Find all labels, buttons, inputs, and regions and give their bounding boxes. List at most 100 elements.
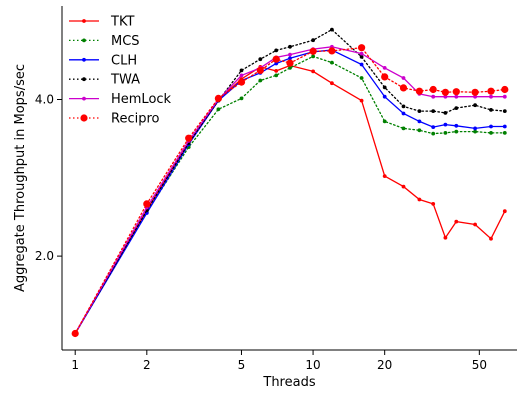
data-point-tkt xyxy=(311,69,315,74)
data-point-tkt xyxy=(502,209,507,214)
data-point-hemlock xyxy=(502,94,507,99)
data-point-clh xyxy=(431,125,436,129)
data-point-twa xyxy=(239,68,244,73)
data-point-tkt xyxy=(489,236,493,241)
data-point-clh xyxy=(401,111,406,116)
data-point-clh xyxy=(359,62,364,67)
data-point-tkt xyxy=(274,69,279,73)
x-tick-label: 2 xyxy=(143,358,151,372)
legend-marker-clh xyxy=(82,57,86,62)
data-point-hemlock xyxy=(382,66,387,70)
data-point-hemlock xyxy=(239,73,244,78)
data-point-twa xyxy=(311,38,315,43)
legend-entry-clh: CLH xyxy=(69,53,137,68)
data-point-recipro xyxy=(71,329,79,338)
data-point-mcs xyxy=(382,119,387,124)
legend-label: Recipro xyxy=(111,112,160,127)
data-point-recipro xyxy=(214,94,222,102)
data-point-mcs xyxy=(258,78,263,83)
series-recipro xyxy=(71,44,509,338)
data-point-tkt xyxy=(454,219,459,224)
data-point-mcs xyxy=(274,73,279,78)
data-point-recipro xyxy=(487,87,495,95)
data-point-mcs xyxy=(489,131,493,135)
data-point-clh xyxy=(473,126,477,131)
data-point-clh xyxy=(382,94,387,99)
data-point-tkt xyxy=(443,235,448,240)
legend-label: MCS xyxy=(111,34,140,49)
data-point-tkt xyxy=(431,202,436,206)
data-point-tkt xyxy=(330,81,334,86)
data-point-recipro xyxy=(441,88,449,96)
data-point-twa xyxy=(417,109,422,113)
legend-marker-twa xyxy=(82,77,86,82)
data-point-mcs xyxy=(288,66,292,70)
data-point-recipro xyxy=(143,200,151,208)
data-point-clh xyxy=(502,124,507,129)
legend-entry-hemlock: HemLock xyxy=(69,92,172,107)
data-point-hemlock xyxy=(454,94,459,99)
data-point-mcs xyxy=(239,96,244,101)
y-axis-label: Aggregate Throughput in Mops/sec xyxy=(13,64,28,292)
y-tick-label: 2.0 xyxy=(35,249,54,263)
data-point-mcs xyxy=(330,60,334,65)
data-point-tkt xyxy=(473,222,477,227)
data-point-clh xyxy=(454,123,459,128)
data-point-mcs xyxy=(311,54,315,59)
data-point-clh xyxy=(288,56,292,61)
data-point-twa xyxy=(258,57,263,62)
series-hemlock xyxy=(73,44,507,336)
data-point-hemlock xyxy=(401,76,406,80)
data-point-recipro xyxy=(399,84,408,92)
x-tick-label: 1 xyxy=(71,358,79,372)
data-point-recipro xyxy=(415,87,423,95)
data-point-recipro xyxy=(358,44,366,52)
data-point-twa xyxy=(431,109,436,113)
x-tick-label: 20 xyxy=(377,358,392,372)
data-point-tkt xyxy=(382,174,387,179)
data-point-recipro xyxy=(286,59,294,67)
data-point-clh xyxy=(489,124,493,129)
x-axis-label: Threads xyxy=(262,375,315,390)
data-point-twa xyxy=(330,27,334,32)
data-point-recipro xyxy=(471,88,479,96)
legend-label: HemLock xyxy=(111,92,172,107)
data-point-mcs xyxy=(216,107,221,112)
data-point-clh xyxy=(443,122,448,127)
data-point-twa xyxy=(288,44,292,49)
data-point-clh xyxy=(417,119,422,124)
data-point-hemlock xyxy=(489,94,493,99)
data-point-twa xyxy=(473,103,477,108)
axes: 1 2 5 10 20 50 2.0 4.0 Threads Aggregate Throughp… xyxy=(13,6,517,390)
x-tick-label: 10 xyxy=(305,358,320,372)
legend-marker-tkt xyxy=(82,19,86,23)
data-point-twa xyxy=(401,104,406,109)
data-point-tkt xyxy=(401,184,406,189)
data-point-mcs xyxy=(417,128,422,133)
data-point-mcs xyxy=(473,129,477,134)
legend-entry-tkt: TKT xyxy=(69,15,134,30)
data-point-recipro xyxy=(256,66,264,74)
legend-entry-twa: TWA xyxy=(69,73,140,88)
data-point-recipro xyxy=(501,85,509,94)
legend-entry-mcs: MCS xyxy=(69,34,140,49)
data-point-recipro xyxy=(237,78,246,86)
data-point-recipro xyxy=(328,47,336,55)
data-point-recipro xyxy=(272,55,280,63)
data-point-twa xyxy=(359,55,364,59)
legend-entry-recipro: Recipro xyxy=(69,112,160,127)
data-point-recipro xyxy=(429,85,437,94)
legend-label: CLH xyxy=(111,53,137,68)
data-point-hemlock xyxy=(359,51,364,56)
data-point-twa xyxy=(274,48,279,53)
data-point-twa xyxy=(489,108,493,112)
x-tick-label: 50 xyxy=(472,358,487,372)
plot-area xyxy=(71,27,509,338)
legend-label: TKT xyxy=(110,15,134,30)
data-point-mcs xyxy=(359,76,364,80)
data-point-mcs xyxy=(431,131,436,136)
legend-marker-mcs xyxy=(82,38,86,43)
data-point-hemlock xyxy=(431,94,436,99)
legend-label: TWA xyxy=(110,73,140,88)
